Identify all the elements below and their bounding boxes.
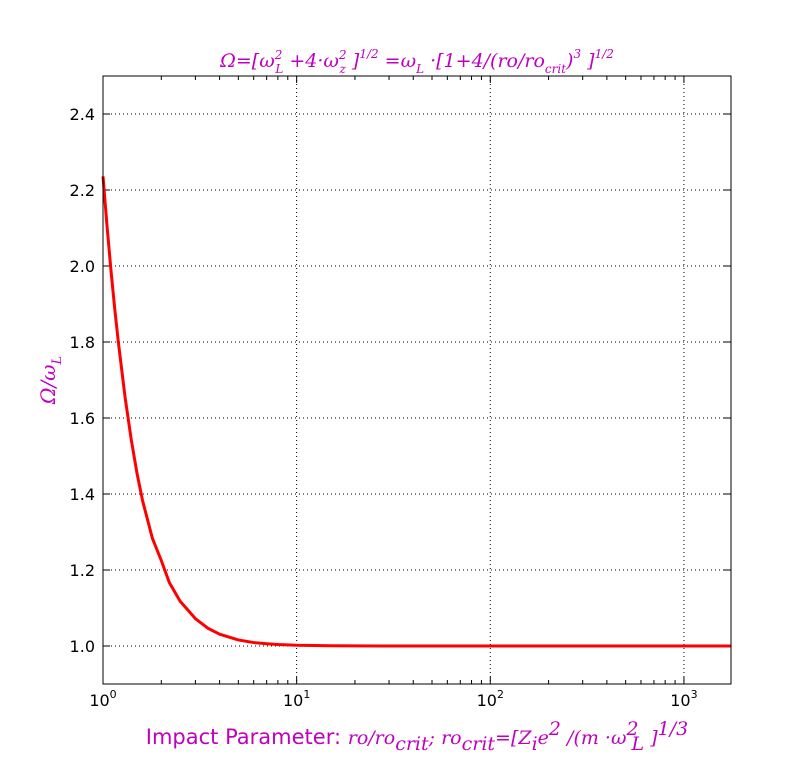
x-tick-label: 102 (477, 688, 504, 710)
y-tick-label: 1.0 (70, 637, 95, 656)
chart-title: Ω=[ω2 L +4·ω2 z ]1/2 =ωL ·[1+4/(ro/rocrit)… (219, 47, 614, 76)
y-axis-label: Ω/ωL (36, 356, 65, 405)
y-tick-label: 1.4 (70, 485, 95, 504)
tick-layer (102, 76, 731, 684)
y-tick-label: 2.4 (70, 105, 95, 124)
series-line (101, 176, 731, 648)
y-tick-label: 1.6 (70, 409, 95, 428)
y-tick-label: 1.8 (70, 333, 95, 352)
y-tick-label: 2.0 (70, 257, 95, 276)
x-tick-label: 100 (89, 688, 116, 710)
tick-label-layer: 1.0 1.2 1.4 1.6 1.8 2.0 2.2 2.4 100 101 102 103 (70, 105, 698, 710)
grid-layer (103, 76, 731, 684)
x-tick-label: 103 (670, 688, 697, 710)
x-tick-label: 101 (283, 688, 310, 710)
series-layer (101, 176, 731, 648)
y-tick-label: 2.2 (70, 181, 95, 200)
y-tick-label: 1.2 (70, 561, 95, 580)
x-axis-label: Impact Parameter: ro/rocrit; rocrit=[Zie… (146, 718, 688, 755)
plot-frame (102, 75, 732, 685)
